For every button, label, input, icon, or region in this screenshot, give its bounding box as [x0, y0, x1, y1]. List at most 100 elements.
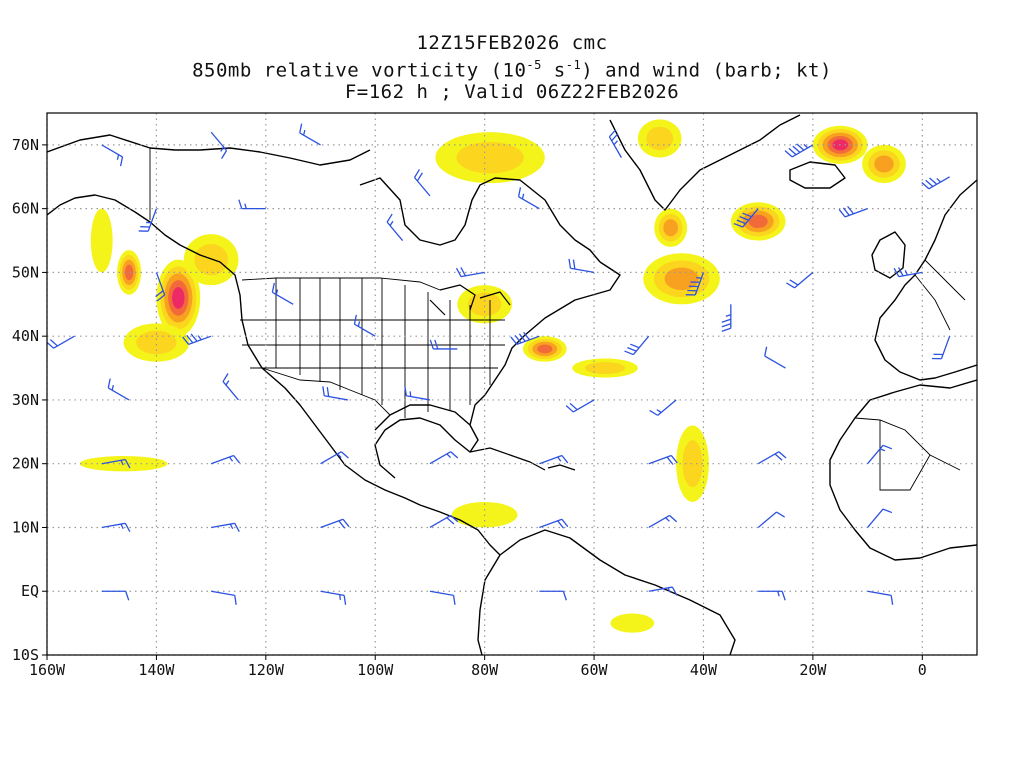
barb-flag	[446, 517, 455, 525]
barb-flag	[182, 336, 190, 345]
vorticity-contour-fill	[874, 155, 894, 173]
barb-flag	[572, 259, 576, 270]
coast-hudson-bay	[359, 177, 601, 263]
barb-staff	[867, 590, 892, 597]
lon-tick-label: 120W	[248, 661, 285, 679]
wind-barb	[608, 129, 622, 158]
barb-flag	[514, 335, 522, 344]
barb-flag	[784, 150, 793, 158]
vorticity-area	[730, 202, 786, 241]
barb-flag	[788, 147, 797, 156]
coast-europe	[874, 179, 977, 381]
lon-tick-label: 0	[918, 661, 927, 679]
vorticity-area	[457, 285, 512, 324]
barb-flag	[413, 169, 421, 178]
barb-flag	[342, 518, 350, 528]
barb-flag	[608, 129, 617, 138]
barb-flag	[786, 282, 795, 289]
barb-half-flag	[803, 143, 809, 149]
barb-staff	[272, 291, 294, 305]
wind-barb	[565, 399, 595, 413]
barb-staff	[572, 399, 595, 413]
wind-barb	[222, 373, 239, 401]
border-africa	[854, 417, 961, 491]
wind-barb	[568, 258, 595, 274]
barb-flag	[125, 591, 130, 601]
barb-flag	[155, 290, 164, 298]
barb-flag	[404, 386, 407, 396]
wind-barb	[539, 454, 569, 465]
barb-flag	[455, 267, 462, 277]
barb-flag	[107, 378, 111, 389]
wind-barb	[757, 511, 785, 528]
barb-flag	[186, 335, 194, 344]
coast-gulf-of-mexico	[374, 404, 471, 431]
vorticity-contour-fill	[90, 208, 113, 273]
barb-flag	[234, 595, 237, 605]
wind-barb	[182, 333, 212, 345]
lon-tick-label: 100W	[357, 661, 394, 679]
barb-half-flag	[389, 220, 394, 226]
barb-flag	[271, 282, 275, 293]
coast-north-america-west	[47, 194, 501, 556]
wind-barb	[648, 454, 678, 465]
lat-tick-label: 10S	[12, 646, 39, 664]
barb-staff	[867, 508, 884, 528]
barb-flag	[789, 279, 799, 286]
barb-staff	[107, 387, 130, 401]
lon-tick-label: 20W	[799, 661, 827, 679]
barb-half-flag	[220, 146, 225, 152]
barb-staff	[844, 208, 868, 218]
wind-barb	[271, 282, 294, 305]
lat-tick-label: 40N	[12, 327, 39, 345]
barb-flag	[721, 327, 732, 332]
vorticity-area	[643, 253, 720, 305]
vorticity-contour-fill	[682, 440, 703, 488]
wind-barb	[101, 458, 131, 469]
wind-barb	[757, 451, 787, 465]
barb-staff	[757, 511, 777, 528]
barb-flag	[517, 187, 522, 197]
wind-barb	[211, 522, 240, 532]
axis-labels: 160W 140W 120W 100W 80W 60W 40W 20W 0 70N 60N 50N 40…	[12, 136, 927, 679]
barb-staff	[53, 335, 75, 349]
wind-barb	[320, 451, 349, 465]
lon-tick-label: 40W	[690, 661, 718, 679]
barb-staff	[414, 177, 431, 197]
barb-half-flag	[339, 594, 341, 600]
barb-half-flag	[409, 391, 412, 397]
plot-frame	[46, 112, 978, 656]
barb-flag	[774, 453, 783, 461]
barb-flag	[796, 143, 805, 151]
barb-half-flag	[904, 270, 909, 276]
barb-staff	[320, 590, 345, 597]
barb-flag	[221, 150, 228, 159]
title-exponent-1: -5	[526, 58, 542, 72]
lon-tick-label: 80W	[471, 661, 499, 679]
wind-barb	[101, 590, 130, 601]
barb-staff	[867, 444, 884, 465]
vorticity-area	[156, 259, 201, 337]
vorticity-contour-fill	[124, 264, 134, 281]
wind-barb	[893, 267, 923, 278]
barb-staff	[657, 399, 677, 416]
wind-barb	[413, 169, 431, 197]
barb-flag	[898, 267, 904, 277]
barb-half-flag	[521, 193, 525, 200]
barb-half-flag	[936, 177, 941, 183]
barb-flag	[49, 339, 58, 347]
barb-staff	[539, 518, 563, 529]
wind-barb	[211, 590, 237, 605]
barb-flag	[119, 156, 124, 167]
barb-flag	[518, 333, 526, 342]
wind-barb	[921, 176, 950, 190]
barb-staff	[429, 590, 454, 597]
wind-barb	[648, 586, 678, 596]
barb-flag	[233, 455, 241, 464]
barb-flag	[624, 350, 634, 356]
wind-barb	[517, 187, 540, 210]
barb-flag	[222, 373, 229, 382]
barb-half-flag	[225, 380, 230, 386]
wind-barb	[764, 346, 786, 369]
coast-hispaniola	[547, 464, 576, 471]
